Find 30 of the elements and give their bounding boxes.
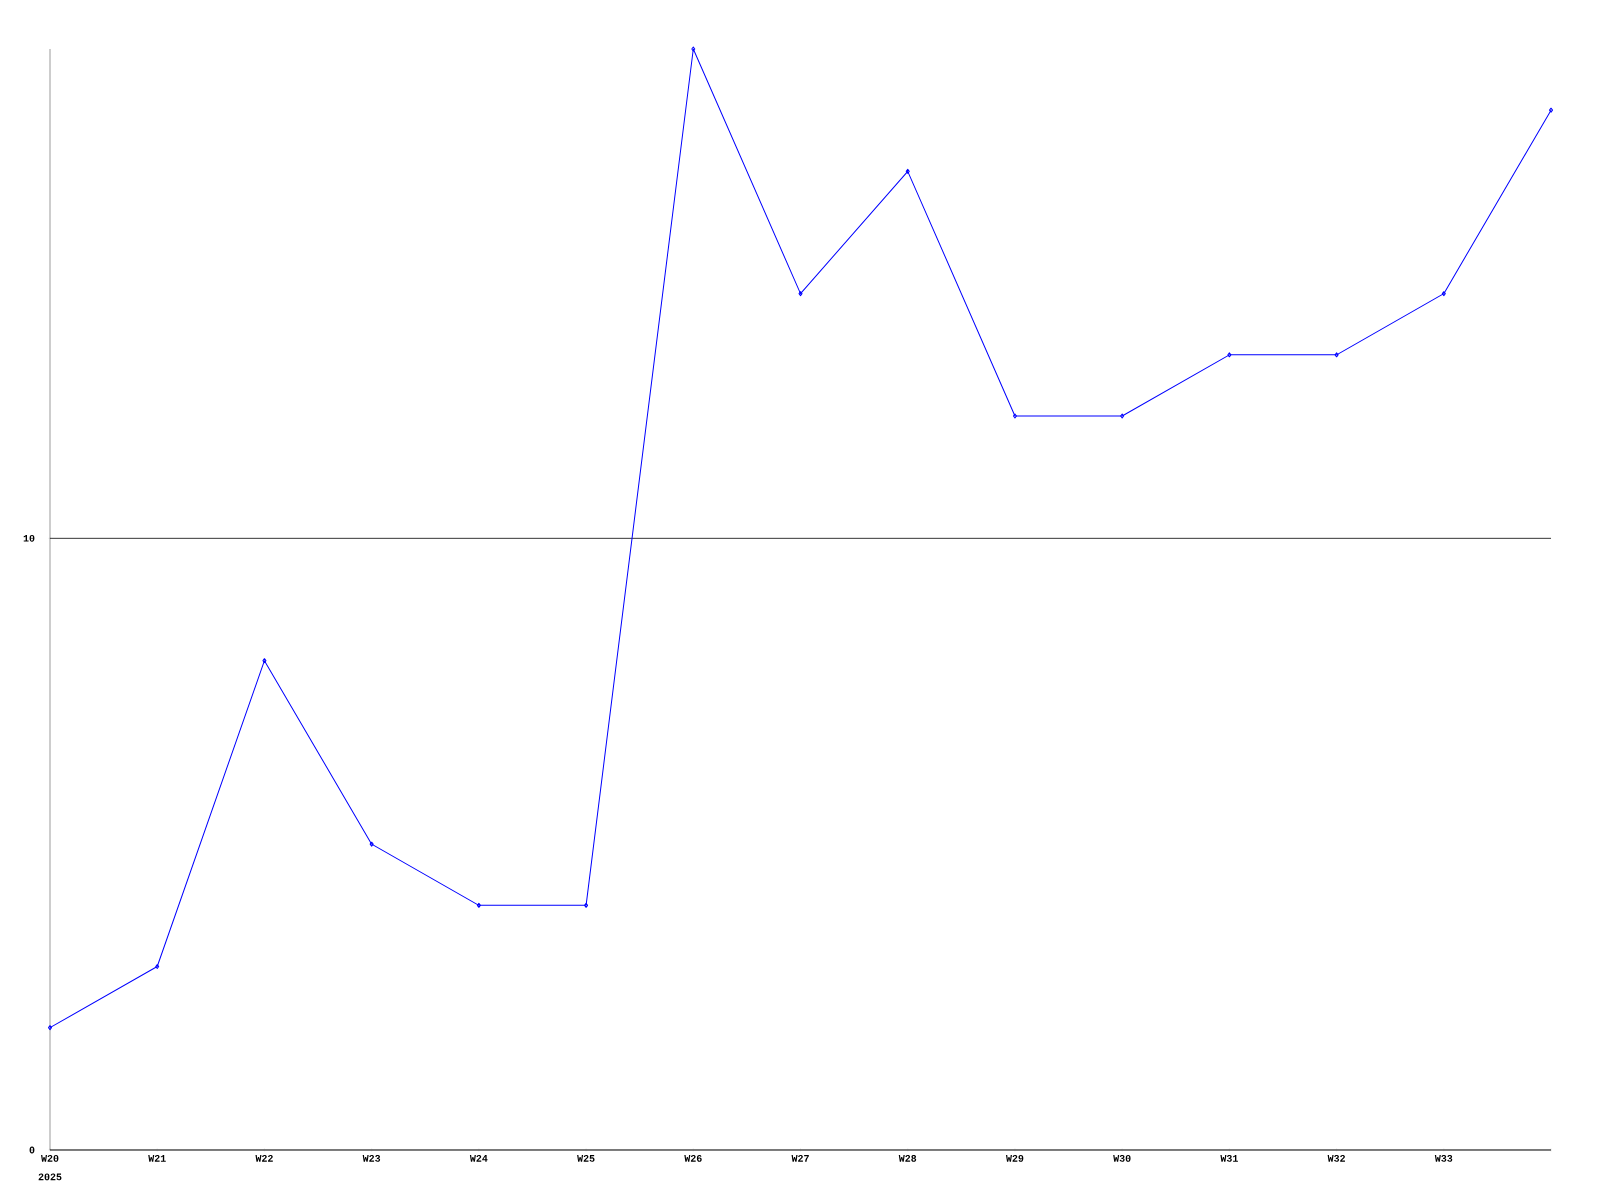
point [905, 168, 910, 174]
x-tick-label: W33 [1434, 1155, 1453, 1162]
x-tick-label: W20 [41, 1155, 59, 1162]
x-tick-label: W23 [362, 1155, 381, 1162]
point [1334, 352, 1339, 358]
text: 2025 [38, 1173, 62, 1181]
point [798, 291, 803, 297]
point [262, 658, 267, 664]
point [1012, 413, 1017, 419]
point [1120, 413, 1125, 419]
x-tick-label: W25 [577, 1155, 595, 1162]
point [1227, 352, 1232, 358]
point [1441, 291, 1446, 297]
y-tick-label: 10 [23, 534, 35, 542]
point [369, 841, 374, 847]
x-tick-label: W28 [898, 1155, 917, 1162]
x-tick-label: W27 [791, 1155, 809, 1162]
point [155, 964, 160, 969]
x-tick-label: W26 [684, 1155, 702, 1162]
x-tick-label: W29 [1005, 1155, 1024, 1162]
point [476, 902, 481, 908]
x-tick-label: W24 [469, 1155, 488, 1162]
y-tick-label: 0 [29, 1146, 35, 1154]
x-tick-label: W22 [255, 1155, 273, 1162]
x-tick-label: W21 [148, 1155, 166, 1162]
x-tick-label: W32 [1327, 1155, 1345, 1162]
point [691, 46, 696, 52]
point [584, 902, 589, 908]
x-tick-label: W31 [1220, 1155, 1238, 1162]
x-tick-label: W30 [1113, 1155, 1131, 1162]
